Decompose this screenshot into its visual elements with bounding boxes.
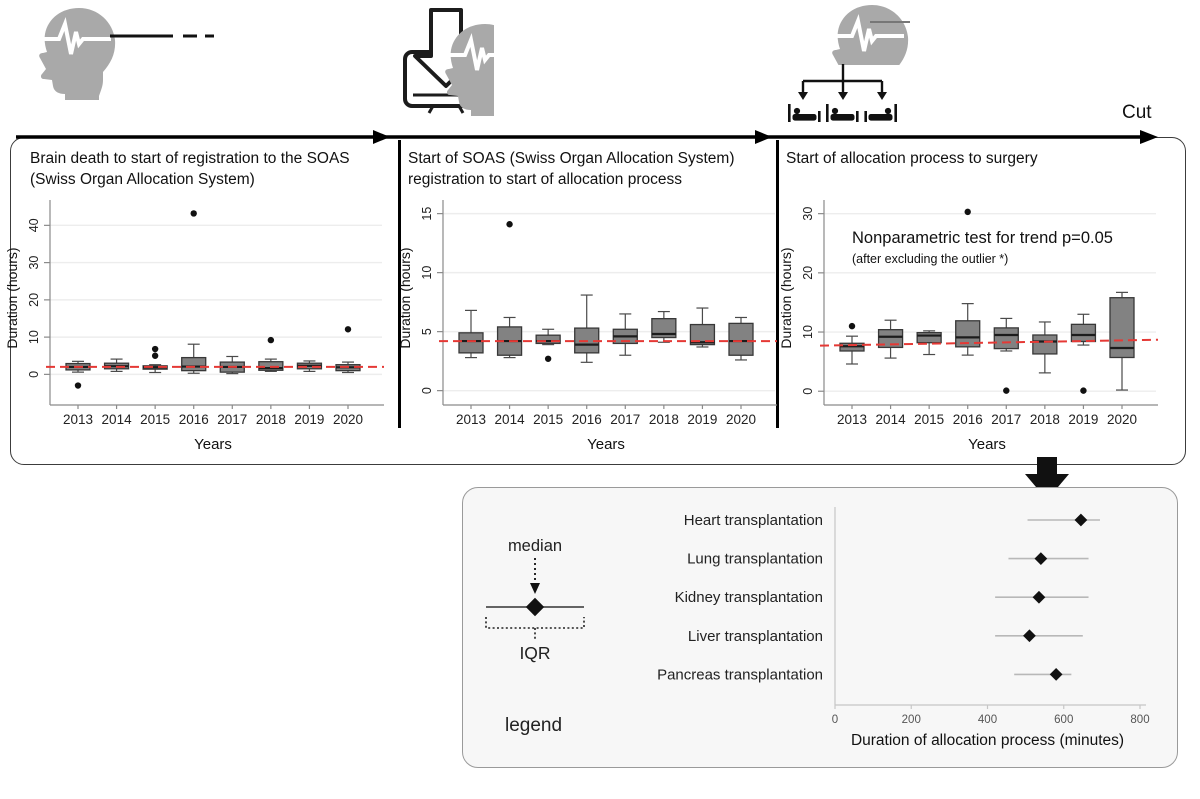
- svg-text:600: 600: [1054, 714, 1073, 726]
- svg-text:2016: 2016: [572, 412, 602, 427]
- svg-text:10: 10: [27, 330, 41, 344]
- svg-text:800: 800: [1130, 714, 1149, 726]
- down-block-arrow: [1025, 457, 1069, 500]
- median-diamond: [525, 597, 545, 617]
- allocation-head-eeg-icon: [830, 3, 911, 65]
- panel-divider-2: [776, 140, 779, 428]
- svg-text:30: 30: [27, 256, 41, 270]
- svg-text:Pancreas transplantation: Pancreas transplantation: [657, 666, 823, 683]
- svg-text:0: 0: [832, 714, 838, 726]
- timeline-arrowhead-1: [373, 130, 390, 144]
- svg-text:2018: 2018: [256, 412, 286, 427]
- svg-text:0: 0: [801, 388, 815, 395]
- svg-text:10: 10: [801, 325, 815, 339]
- bed-icon: [864, 104, 897, 122]
- soas-registration-monitor-download-icon: [403, 8, 494, 116]
- panel1-title: Brain death to start of registration to …: [30, 150, 350, 188]
- svg-text:2015: 2015: [914, 412, 944, 427]
- svg-text:Years: Years: [968, 436, 1006, 453]
- timeline-arrowhead-cut: [1140, 130, 1158, 144]
- svg-text:2015: 2015: [533, 412, 563, 427]
- svg-text:2014: 2014: [876, 412, 907, 427]
- bed-icon: [788, 104, 821, 122]
- svg-text:2013: 2013: [837, 412, 867, 427]
- panel2-title: Start of SOAS (Swiss Organ Allocation Sy…: [408, 150, 735, 188]
- svg-text:2017: 2017: [217, 412, 247, 427]
- svg-text:Duration (hours): Duration (hours): [778, 247, 794, 348]
- svg-text:2018: 2018: [649, 412, 679, 427]
- cut-label: Cut: [1122, 102, 1152, 123]
- svg-text:2019: 2019: [687, 412, 717, 427]
- svg-text:2013: 2013: [63, 412, 93, 427]
- allocation-branch-beds-icon: [788, 64, 897, 122]
- legend-caption: legend: [505, 715, 563, 736]
- svg-text:20: 20: [801, 266, 815, 280]
- svg-text:Duration (hours): Duration (hours): [4, 247, 20, 348]
- svg-text:Duration (hours): Duration (hours): [397, 247, 413, 348]
- median-label: median: [508, 537, 562, 555]
- svg-text:Liver transplantation: Liver transplantation: [688, 628, 823, 645]
- svg-text:2020: 2020: [1107, 412, 1137, 427]
- boxplot-allocation-to-surgery: 0 10 20 30 Duration (hours) 2013 2014 2015 2016 2…: [778, 200, 1159, 453]
- boxplot-brain-death-to-registration: 0 10 20 30 40 Duration (hours) 2013 2014 2015 201…: [4, 200, 384, 453]
- boxplot-registration-to-allocation: 0 5 10 15 Duration (hours) 2013 2014 2015 2016 20…: [397, 200, 777, 453]
- svg-text:2017: 2017: [991, 412, 1021, 427]
- svg-text:2014: 2014: [495, 412, 526, 427]
- iqr-label: IQR: [519, 643, 550, 663]
- panel3-title: Start of allocation process to surgery: [786, 150, 1038, 167]
- svg-text:30: 30: [801, 207, 815, 221]
- svg-text:400: 400: [978, 714, 997, 726]
- bed-icon: [826, 104, 859, 122]
- svg-text:40: 40: [27, 218, 41, 232]
- svg-text:2019: 2019: [294, 412, 324, 427]
- iqr-bracket: [485, 617, 585, 629]
- svg-text:0: 0: [27, 371, 41, 378]
- svg-text:10: 10: [420, 266, 434, 280]
- svg-text:2013: 2013: [456, 412, 486, 427]
- median-iqr-legend-diagram: median IQR: [485, 537, 585, 663]
- allocation-duration-forest-plot: 0 200 400 600 800 Duration of allocation proc…: [657, 507, 1150, 749]
- svg-text:Years: Years: [587, 436, 625, 453]
- panel-divider-1: [398, 140, 401, 428]
- svg-text:(after excluding the outlier *: (after excluding the outlier *): [852, 252, 1008, 266]
- svg-text:Heart transplantation: Heart transplantation: [684, 512, 823, 529]
- svg-text:2020: 2020: [333, 412, 363, 427]
- svg-text:2015: 2015: [140, 412, 170, 427]
- svg-text:15: 15: [420, 207, 434, 221]
- svg-text:2016: 2016: [953, 412, 983, 427]
- svg-text:2018: 2018: [1030, 412, 1060, 427]
- svg-text:2016: 2016: [179, 412, 209, 427]
- svg-text:2019: 2019: [1068, 412, 1098, 427]
- svg-text:Years: Years: [194, 436, 232, 453]
- svg-text:Kidney transplantation: Kidney transplantation: [675, 589, 823, 606]
- svg-text:0: 0: [420, 387, 434, 394]
- svg-text:Nonparametric test for trend p: Nonparametric test for trend p=0.05: [852, 229, 1113, 247]
- brain-death-head-eeg-icon: [37, 6, 214, 100]
- svg-text:20: 20: [27, 293, 41, 307]
- svg-text:5: 5: [420, 328, 434, 335]
- svg-text:2014: 2014: [102, 412, 133, 427]
- svg-text:200: 200: [902, 714, 921, 726]
- svg-text:Lung transplantation: Lung transplantation: [687, 551, 823, 568]
- svg-text:2020: 2020: [726, 412, 756, 427]
- svg-text:2017: 2017: [610, 412, 640, 427]
- timeline-arrow: [16, 130, 1158, 144]
- timeline-arrowhead-2: [755, 130, 772, 144]
- svg-text:Duration of allocation process: Duration of allocation process (minutes): [851, 732, 1124, 749]
